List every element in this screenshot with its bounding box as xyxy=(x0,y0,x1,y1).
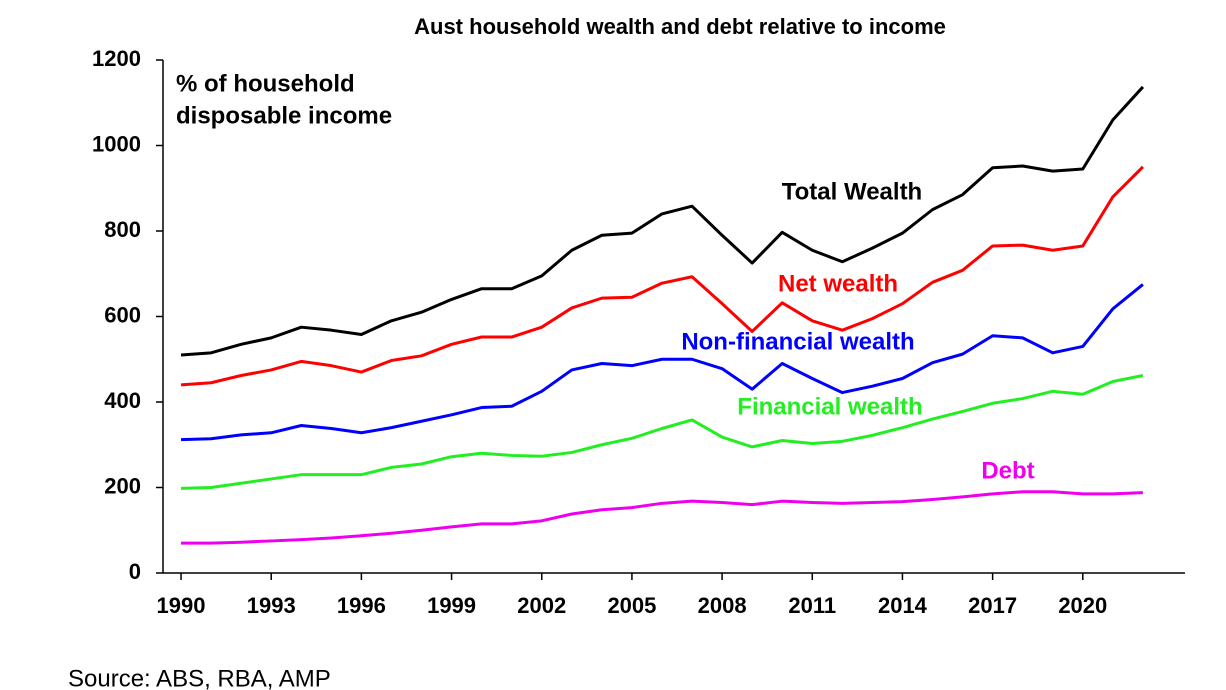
x-tick-label: 2002 xyxy=(517,593,566,618)
x-tick-label: 1999 xyxy=(427,593,476,618)
y-tick-label: 0 xyxy=(129,559,141,584)
series-label: Net wealth xyxy=(778,270,898,297)
x-tick-label: 2008 xyxy=(698,593,747,618)
series-line xyxy=(181,490,1143,545)
series-line xyxy=(180,374,1144,490)
y-label: % of household xyxy=(176,70,355,97)
chart-title: Aust household wealth and debt relative … xyxy=(414,14,946,39)
x-tick-label: 2017 xyxy=(968,593,1017,618)
x-tick-label: 2020 xyxy=(1058,593,1107,618)
series-label: Financial wealth xyxy=(737,393,922,420)
y-tick-label: 200 xyxy=(104,473,141,498)
x-tick-label: 2011 xyxy=(788,593,836,618)
x-tick-label: 1990 xyxy=(157,593,206,618)
series-line xyxy=(180,165,1144,387)
x-tick-label: 2014 xyxy=(878,593,928,618)
y-tick-label: 1200 xyxy=(92,46,141,71)
series-line xyxy=(180,85,1145,357)
x-tick-label: 1993 xyxy=(247,593,296,618)
y-tick-label: 400 xyxy=(104,388,141,413)
series-label: Non-financial wealth xyxy=(681,328,914,355)
series-label: Total Wealth xyxy=(782,178,922,205)
source: Source: ABS, RBA, AMP xyxy=(68,665,331,690)
y-tick-label: 600 xyxy=(104,302,141,327)
series-line xyxy=(180,283,1144,442)
series-label: Debt xyxy=(981,457,1034,484)
y-tick-label: 1000 xyxy=(92,131,141,156)
y-tick-label: 800 xyxy=(104,217,141,242)
x-tick-label: 1996 xyxy=(337,593,386,618)
y-label: disposable income xyxy=(176,102,392,129)
x-tick-label: 2005 xyxy=(607,593,656,618)
